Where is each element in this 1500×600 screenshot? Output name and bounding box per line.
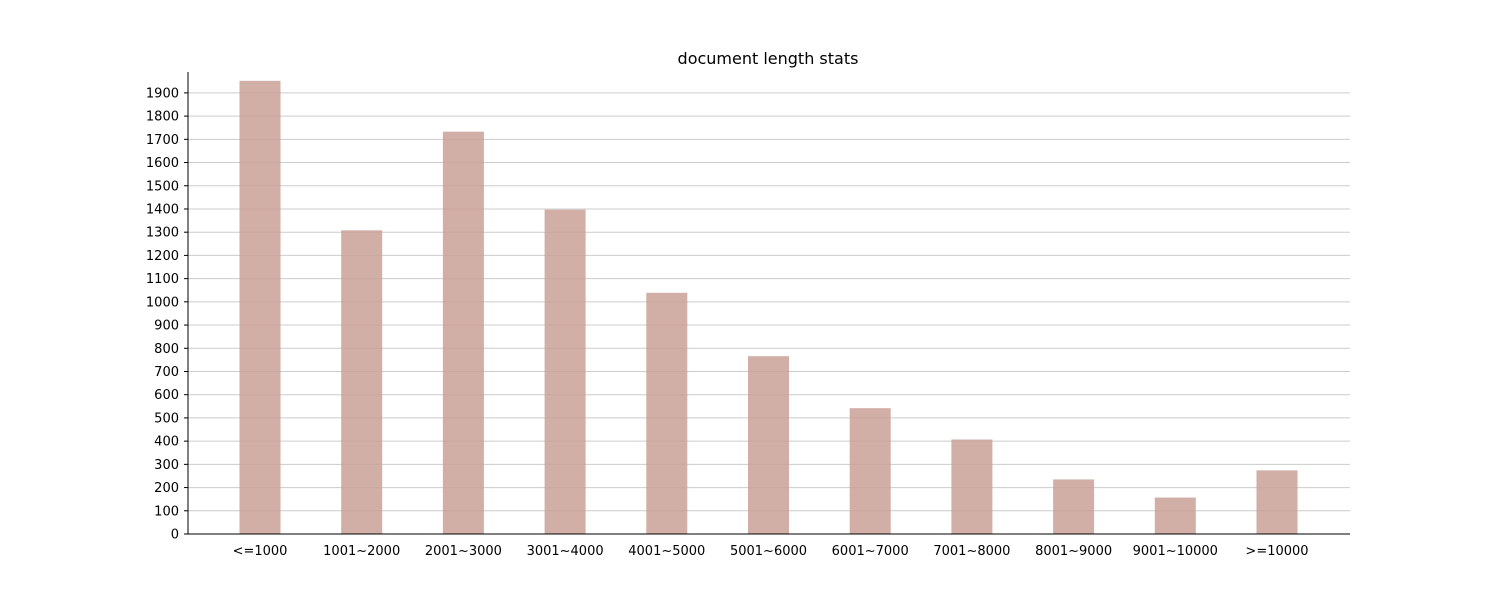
y-tick-label: 600 <box>154 388 179 403</box>
x-tick-label: >=10000 <box>1245 544 1308 559</box>
y-tick-label: 1600 <box>146 156 179 171</box>
y-tick-label: 500 <box>154 411 179 426</box>
bar <box>1256 470 1298 534</box>
y-tick-label: 400 <box>154 435 179 450</box>
y-tick-label: 300 <box>154 458 179 473</box>
bar <box>544 209 586 534</box>
y-tick-label: 1800 <box>146 110 179 125</box>
x-tick-label: 7001~8000 <box>933 544 1010 559</box>
chart-title: document length stats <box>678 49 859 68</box>
bar <box>748 356 789 534</box>
bar <box>341 230 383 534</box>
y-tick-label: 1300 <box>146 226 179 241</box>
x-tick-label: 6001~7000 <box>832 544 909 559</box>
y-tick-label: 800 <box>154 342 179 357</box>
bars <box>239 80 1298 534</box>
x-tick-label: 8001~9000 <box>1035 544 1112 559</box>
x-tick-label: 1001~2000 <box>323 544 400 559</box>
y-tick-label: 900 <box>154 319 179 334</box>
bar <box>239 80 281 534</box>
y-tick-label: 1700 <box>146 133 179 148</box>
x-tick-label: 5001~6000 <box>730 544 807 559</box>
bar <box>1154 497 1196 534</box>
y-tick-label: 1500 <box>146 179 179 194</box>
bar <box>646 292 688 534</box>
x-tick-label: <=1000 <box>233 544 288 559</box>
y-tick-label: 1400 <box>146 202 179 217</box>
y-tick-label: 1100 <box>146 272 179 287</box>
y-tick-label: 1200 <box>146 249 179 264</box>
x-tick-label: 3001~4000 <box>527 544 604 559</box>
bar <box>849 408 891 534</box>
axes <box>187 72 1350 535</box>
bar <box>442 131 484 534</box>
y-tick-label: 100 <box>154 504 179 519</box>
y-tick-label: 700 <box>154 365 179 380</box>
bar <box>1053 479 1095 534</box>
x-tick-labels: <=1000 1001~2000 2001~3000 3001~4000 4001~50… <box>233 544 1309 559</box>
x-tick-label: 4001~5000 <box>628 544 705 559</box>
bar <box>951 439 993 534</box>
y-tick-label: 1000 <box>146 295 179 310</box>
y-tick-label: 1900 <box>146 86 179 101</box>
x-tick-label: 9001~10000 <box>1133 544 1218 559</box>
y-tick-labels: 0 100 200 300 400 500 600 700 800 900 1000 1100 1200… <box>146 86 188 543</box>
y-tick-label: 200 <box>154 481 179 496</box>
y-tick-label: 0 <box>171 528 179 543</box>
x-tick-label: 2001~3000 <box>425 544 502 559</box>
